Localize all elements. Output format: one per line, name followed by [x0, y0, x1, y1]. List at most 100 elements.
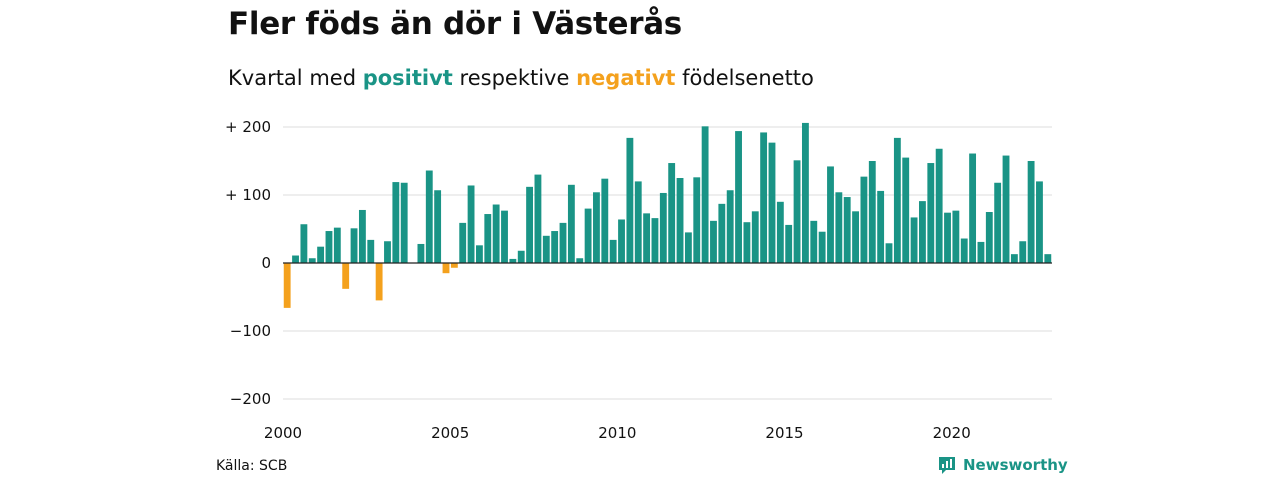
bar	[651, 218, 659, 263]
bar	[559, 222, 567, 263]
bar	[593, 192, 600, 263]
subtitle-negative-label: negativt	[576, 66, 676, 90]
bar	[526, 186, 533, 263]
bar	[292, 255, 299, 263]
subtitle-prefix: Kvartal med	[228, 66, 357, 90]
y-tick-label: + 200	[225, 118, 271, 136]
subtitle-middle: respektive	[459, 66, 570, 90]
bar	[300, 224, 308, 263]
bar	[325, 231, 333, 263]
bar	[517, 250, 525, 263]
bar	[885, 243, 893, 263]
bar	[743, 222, 751, 263]
bar	[442, 263, 450, 274]
bar	[785, 224, 793, 263]
bar	[676, 178, 684, 263]
x-tick-label: 2000	[264, 424, 302, 442]
bar	[626, 137, 634, 263]
bar	[459, 222, 467, 263]
bar	[910, 217, 918, 263]
bars	[283, 122, 1052, 308]
bar	[693, 177, 701, 263]
bar	[501, 210, 508, 263]
bar	[283, 263, 291, 308]
bar	[618, 219, 625, 263]
bar	[726, 190, 734, 263]
bar	[835, 192, 843, 263]
bar	[567, 184, 575, 263]
bar	[375, 263, 383, 301]
bar	[1019, 241, 1027, 263]
bar	[843, 197, 851, 263]
bar	[542, 235, 550, 263]
bar	[684, 232, 692, 263]
bar	[793, 160, 801, 263]
x-tick-label: 2010	[598, 424, 636, 442]
bar	[985, 212, 993, 263]
bar	[350, 228, 358, 263]
bar	[701, 126, 709, 263]
bar	[308, 258, 316, 263]
bar	[868, 161, 876, 263]
bar	[601, 178, 609, 263]
bar	[358, 209, 366, 263]
bar	[1044, 254, 1052, 263]
bar	[384, 241, 391, 263]
brand-logo[interactable]: Newsworthy	[937, 455, 1068, 475]
bar	[634, 181, 642, 263]
bar	[969, 153, 977, 263]
bar	[718, 203, 726, 263]
bar	[893, 137, 901, 263]
bar	[484, 214, 492, 263]
bar	[735, 131, 742, 263]
y-tick-label: + 100	[225, 186, 271, 204]
bar	[476, 245, 483, 263]
bar	[944, 212, 951, 263]
chart-title: Fler föds än dör i Västerås	[228, 6, 682, 42]
bar	[1010, 254, 1018, 263]
y-tick-label: −100	[230, 322, 271, 340]
bar	[659, 192, 667, 263]
bar	[450, 263, 458, 268]
bar	[818, 231, 826, 263]
bar	[425, 170, 433, 263]
bar	[317, 246, 325, 263]
subtitle-positive-label: positivt	[362, 66, 453, 90]
axes: + 200 + 100 0 −100 −200 2000 2005 2010 2015 2020	[225, 118, 1052, 442]
bar	[534, 174, 542, 263]
bar	[1027, 161, 1035, 263]
bar	[609, 239, 617, 263]
bar	[1002, 155, 1010, 263]
x-tick-label: 2020	[933, 424, 971, 442]
bar	[342, 263, 350, 289]
gridlines	[283, 126, 1052, 400]
bar	[852, 211, 859, 263]
bar	[960, 238, 968, 263]
bar	[584, 208, 592, 263]
bar	[877, 190, 885, 263]
bar	[760, 132, 768, 263]
y-tick-label: −200	[230, 390, 271, 408]
newsworthy-logo-icon	[939, 457, 955, 474]
bar	[935, 148, 943, 263]
bar	[994, 182, 1002, 263]
bar	[434, 190, 442, 263]
bar	[551, 231, 559, 263]
subtitle-suffix: födelsenetto	[682, 66, 814, 90]
bar	[467, 185, 475, 263]
bar	[751, 211, 759, 263]
bar	[827, 166, 834, 263]
bar	[576, 258, 584, 263]
y-tick-label: 0	[261, 254, 271, 272]
bar	[710, 220, 717, 263]
bar	[768, 142, 776, 263]
bar	[509, 258, 517, 263]
bar	[776, 201, 784, 263]
bar	[927, 163, 935, 263]
bar	[860, 176, 868, 263]
bar	[952, 210, 960, 263]
x-tick-label: 2015	[765, 424, 803, 442]
source-note: Källa: SCB	[216, 458, 288, 474]
bar	[367, 239, 375, 263]
